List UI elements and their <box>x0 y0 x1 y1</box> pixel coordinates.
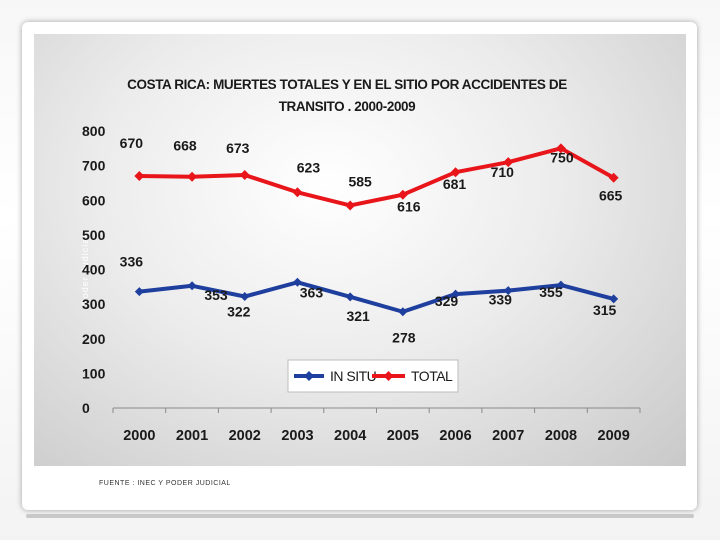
chart-legend: IN SITU TOTAL <box>287 359 459 393</box>
data-point-total <box>608 172 619 183</box>
legend-marker-in_situ <box>304 371 314 381</box>
y-tick-label: 700 <box>82 158 106 174</box>
slide-bottom-rule <box>26 514 694 518</box>
data-label-in_situ: 353 <box>204 287 228 303</box>
data-label-in_situ: 336 <box>120 254 144 270</box>
chart-title-line1: COSTA RICA: MUERTES TOTALES Y EN EL SITI… <box>127 77 567 92</box>
data-point-in-situ <box>609 294 619 304</box>
data-label-in_situ: 278 <box>392 330 416 346</box>
data-point-in-situ <box>398 307 408 317</box>
legend-label-total: TOTAL <box>411 368 453 384</box>
data-point-total <box>555 143 566 154</box>
y-tick-label: 400 <box>82 262 106 278</box>
x-tick-label: 2001 <box>176 428 208 444</box>
data-label-total: 668 <box>173 138 197 154</box>
chart-grid <box>112 407 641 413</box>
data-label-total: 585 <box>348 173 372 189</box>
data-point-in-situ <box>451 289 461 299</box>
data-label-total: 616 <box>397 199 421 215</box>
data-point-total <box>239 169 250 180</box>
data-point-total <box>503 157 514 168</box>
chart-series <box>134 143 619 317</box>
data-label-total: 750 <box>550 149 574 165</box>
y-tick-label: 100 <box>82 365 106 381</box>
data-point-total <box>187 171 198 182</box>
legend-label-in_situ: IN SITU <box>330 368 377 384</box>
data-label-total: 673 <box>226 140 250 156</box>
data-label-total: 665 <box>599 188 623 204</box>
x-tick-label: 2006 <box>439 428 471 444</box>
data-point-total <box>450 167 461 178</box>
data-label-total: 623 <box>297 159 321 175</box>
series-line-in_situ <box>137 280 616 314</box>
axis-ticks: 0 100 200 300 400 500 600 700 800 2000 2001 2002 200… <box>82 123 630 444</box>
series-line-total <box>137 146 616 208</box>
y-tick-label: 500 <box>82 227 106 243</box>
data-label-in_situ: 355 <box>539 284 563 300</box>
legend-marker-total <box>383 371 394 381</box>
data-label-total: 710 <box>491 164 515 180</box>
data-label-in_situ: 339 <box>489 292 513 308</box>
data-point-total <box>397 189 408 200</box>
data-label-total: 681 <box>443 176 467 192</box>
x-tick-label: 2007 <box>492 428 524 444</box>
data-label-in_situ: 322 <box>227 304 251 320</box>
y-tick-label: 800 <box>82 123 106 139</box>
data-point-in-situ <box>345 292 355 302</box>
chart-panel <box>34 34 686 466</box>
data-point-in-situ <box>292 277 302 287</box>
data-point-in-situ <box>134 287 144 297</box>
data-label-in_situ: 315 <box>593 302 617 318</box>
data-label-in_situ: 329 <box>435 293 459 309</box>
y-tick-label: 0 <box>82 400 90 416</box>
y-tick-label: 300 <box>82 296 106 312</box>
chart-title-line2: TRANSITO . 2000-2009 <box>279 99 416 114</box>
x-tick-label: 2009 <box>598 428 630 444</box>
data-point-in-situ <box>240 292 250 302</box>
data-point-in-situ <box>503 286 513 296</box>
x-tick-label: 2005 <box>387 428 419 444</box>
x-tick-label: 2002 <box>229 428 261 444</box>
data-point-total <box>134 171 145 182</box>
x-tick-label: 2004 <box>334 428 366 444</box>
data-label-total: 670 <box>120 135 144 151</box>
data-point-in-situ <box>187 281 197 291</box>
data-point-total <box>292 187 303 198</box>
data-point-in-situ <box>556 280 566 290</box>
x-tick-label: 2000 <box>123 428 155 444</box>
y-axis-label: Poder Judicial <box>80 235 90 306</box>
y-tick-label: 600 <box>82 192 106 208</box>
source-note: FUENTE : INEC Y PODER JUDICIAL <box>99 480 231 487</box>
data-label-in_situ: 363 <box>300 284 324 300</box>
x-tick-label: 2003 <box>281 428 313 444</box>
x-tick-label: 2008 <box>545 428 577 444</box>
data-label-in_situ: 321 <box>346 308 370 324</box>
y-tick-label: 200 <box>82 331 106 347</box>
data-point-total <box>345 200 356 211</box>
